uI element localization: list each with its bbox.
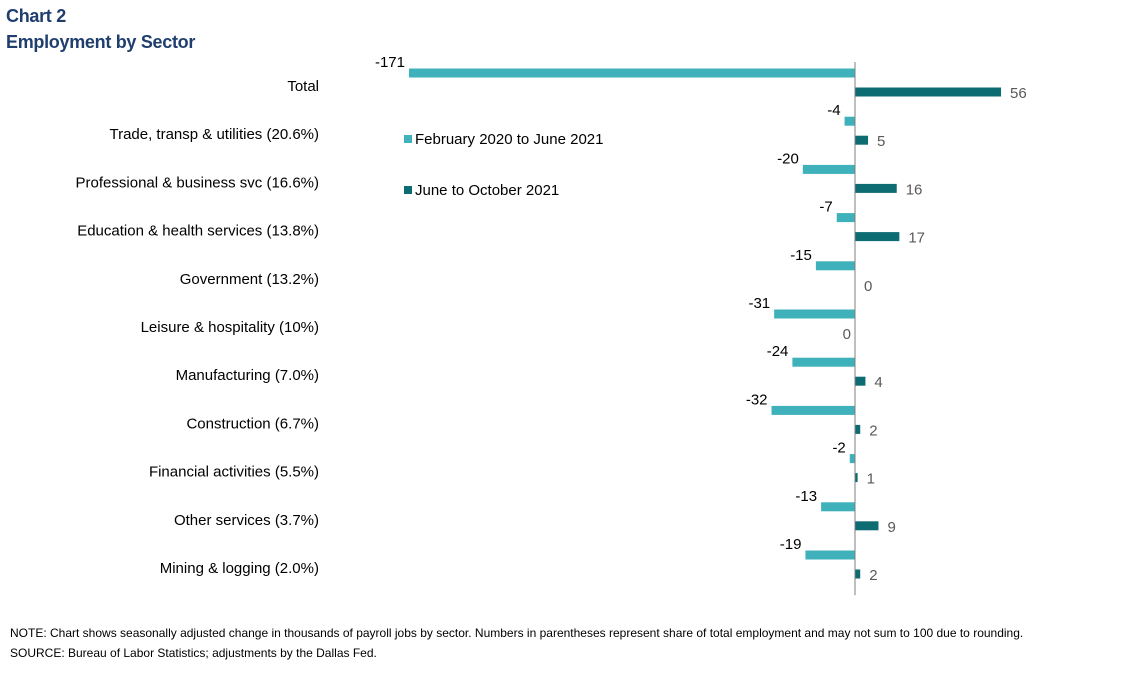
data-label-series-2: 2	[869, 567, 877, 584]
data-label-series-2: 16	[906, 181, 923, 198]
bar-series-1	[815, 261, 855, 271]
data-label-series-2: 4	[874, 374, 882, 391]
bar-series-1	[844, 116, 855, 126]
data-label-series-1: -32	[746, 391, 768, 408]
bar-series-1	[821, 502, 855, 512]
category-label: Trade, transp & utilities (20.6%)	[109, 126, 319, 143]
bar-series-2	[855, 473, 858, 483]
data-label-series-2: 2	[869, 422, 877, 439]
chart-source: SOURCE: Bureau of Labor Statistics; adju…	[10, 646, 377, 660]
data-label-series-2: 1	[867, 471, 875, 488]
data-label-series-1: -13	[795, 488, 817, 505]
bar-series-1	[409, 68, 855, 78]
data-label-series-1: -15	[790, 247, 812, 264]
data-label-series-2: 17	[908, 230, 925, 247]
data-label-series-1: -20	[777, 150, 799, 167]
bar-series-1	[774, 309, 855, 319]
bar-series-2	[855, 569, 861, 579]
category-label: Leisure & hospitality (10%)	[141, 319, 319, 336]
category-label: Total	[287, 78, 319, 95]
legend-label-series-1: February 2020 to June 2021	[415, 131, 603, 148]
data-label-series-1: -2	[832, 440, 845, 457]
data-label-series-2: 0	[843, 326, 851, 343]
category-label: Government (13.2%)	[180, 271, 319, 288]
chart-subtitle: Employment by Sector	[6, 32, 196, 52]
bar-series-1	[802, 164, 855, 174]
data-label-series-2: 0	[864, 278, 872, 295]
data-label-series-1: -31	[748, 295, 770, 312]
data-label-series-1: -171	[375, 54, 405, 71]
data-label-series-1: -19	[780, 536, 802, 553]
bar-series-2	[855, 135, 869, 145]
chart-title: Chart 2	[6, 6, 66, 26]
category-label: Other services (3.7%)	[174, 512, 319, 529]
bar-series-2	[855, 232, 900, 242]
category-label: Education & health services (13.8%)	[77, 223, 319, 240]
bar-series-2	[855, 424, 861, 434]
chart-note: NOTE: Chart shows seasonally adjusted ch…	[10, 626, 1024, 640]
bar-series-1	[849, 454, 855, 464]
category-label: Manufacturing (7.0%)	[176, 367, 319, 384]
category-label: Construction (6.7%)	[186, 415, 319, 432]
category-label: Mining & logging (2.0%)	[160, 560, 319, 577]
bar-series-2	[855, 183, 897, 193]
bar-series-2	[855, 87, 1002, 97]
data-label-series-1: -24	[767, 343, 789, 360]
legend-swatch-series-2	[404, 186, 412, 194]
bar-series-1	[771, 405, 855, 415]
bar-series-1	[805, 550, 855, 560]
category-label: Financial activities (5.5%)	[149, 464, 319, 481]
category-label: Professional & business svc (16.6%)	[76, 174, 319, 191]
data-label-series-1: -7	[819, 199, 832, 216]
data-label-series-2: 5	[877, 133, 885, 150]
bar-chart: Total -171 56 Trade, transp & utilities (20…	[76, 54, 1027, 596]
bar-series-2	[855, 521, 879, 531]
data-label-series-1: -4	[827, 102, 840, 119]
legend-swatch-series-1	[404, 135, 412, 143]
legend-label-series-2: June to October 2021	[415, 182, 559, 199]
data-label-series-2: 56	[1010, 85, 1027, 102]
bar-series-1	[836, 213, 855, 223]
bar-series-2	[855, 376, 866, 386]
data-label-series-2: 9	[887, 519, 895, 536]
bar-series-1	[792, 357, 855, 367]
